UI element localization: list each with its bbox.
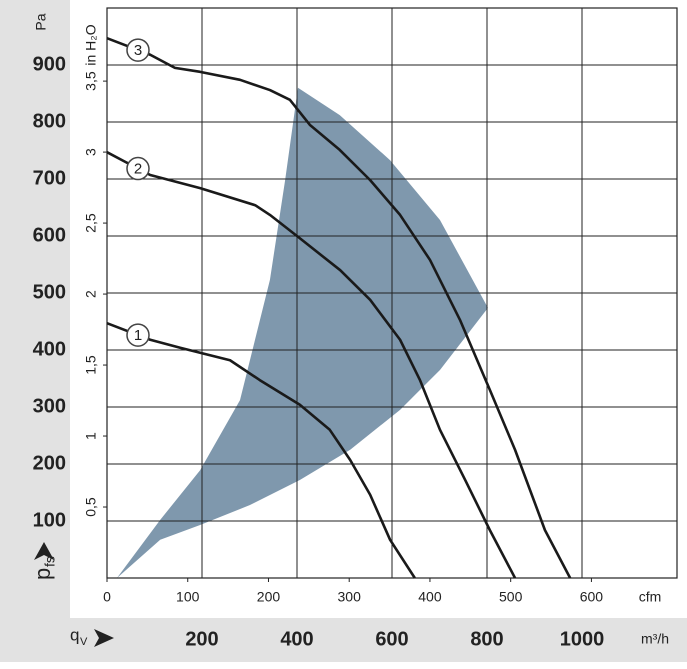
x-label: m³/h — [641, 631, 669, 647]
curve-badge — [126, 323, 150, 347]
y-tick-label: 900 — [33, 53, 66, 75]
x2-tick-label: 400 — [418, 589, 442, 605]
x-tick-label: 800 — [470, 628, 503, 650]
x-tick-label: 400 — [280, 628, 313, 650]
x-tick-label: 600 — [375, 628, 408, 650]
y2-tick-label: 1,5 — [83, 355, 99, 375]
y2-tick-label: 1 — [83, 432, 99, 440]
x2-tick-label: 600 — [580, 589, 604, 605]
y-label-main: p — [30, 568, 55, 580]
curve — [106, 36, 572, 579]
y2-tick-label: 0,5 — [83, 497, 99, 517]
y-label: p fs — [30, 556, 58, 580]
y2-tick-label: 2,5 — [83, 213, 99, 233]
operating-region — [116, 87, 488, 579]
x-symbol-sub: V — [80, 636, 88, 648]
y-label-sub: fs — [42, 556, 58, 567]
y-unit: Pa — [33, 13, 49, 30]
y2-label: in H₂O — [83, 24, 99, 65]
y2-tick-label: 3,5 — [83, 71, 99, 91]
x2-label: cfm — [639, 589, 662, 605]
curve-name: 3 — [134, 42, 142, 59]
curve — [106, 321, 416, 579]
bottom-band — [0, 618, 687, 662]
y-tick-label: 100 — [33, 509, 66, 531]
curve-badge — [126, 156, 150, 181]
x2-tick-label: 100 — [176, 589, 200, 605]
y-tick-label: 700 — [33, 167, 66, 189]
curve-badge — [126, 38, 150, 62]
x2-tick-label: 200 — [257, 589, 281, 605]
y-tick-label: 600 — [33, 224, 66, 246]
y2-tick-label: 2 — [83, 290, 99, 298]
y-tick-label: 200 — [33, 452, 66, 474]
y-tick-label: 800 — [33, 110, 66, 132]
x-tick-label: 200 — [185, 628, 218, 650]
x2-tick-label: 500 — [499, 589, 523, 605]
y-tick-label: 500 — [33, 281, 66, 303]
y2-tick-label: 3 — [83, 148, 99, 156]
plot-frame — [106, 7, 678, 579]
x2-tick-label: 0 — [103, 589, 111, 605]
x2-tick-label: 300 — [338, 589, 362, 605]
curve-name: 1 — [134, 327, 142, 344]
x-symbol-main: q — [70, 625, 79, 644]
y-tick-label: 300 — [33, 395, 66, 417]
x-arrow — [94, 629, 114, 647]
left-band — [0, 0, 70, 662]
y-tick-label: 400 — [33, 338, 66, 360]
y-arrow — [34, 542, 54, 560]
x-tick-label: 1000 — [560, 628, 605, 650]
curve — [106, 151, 517, 579]
curve-name: 2 — [134, 161, 142, 178]
